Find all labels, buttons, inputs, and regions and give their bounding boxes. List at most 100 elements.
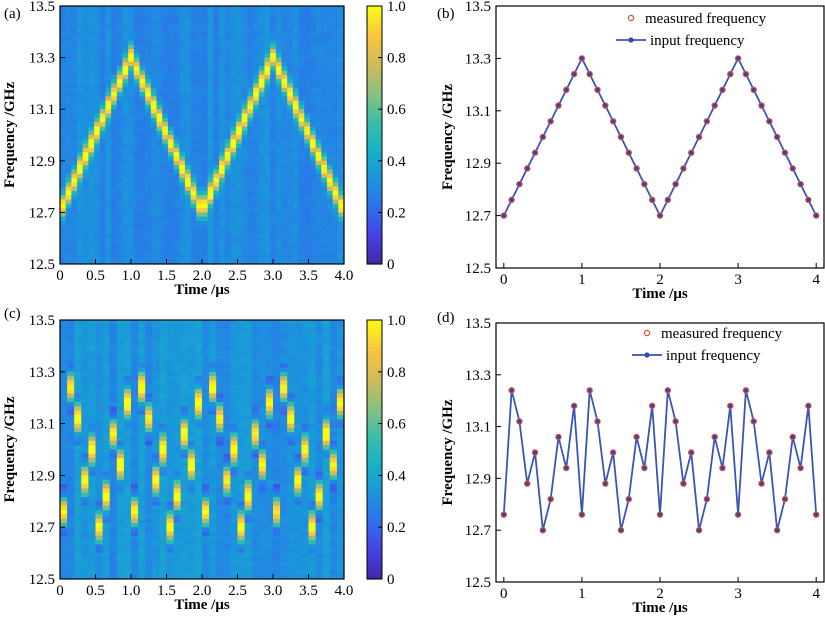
heatmap-cell — [264, 255, 271, 261]
heatmap-cell — [270, 126, 277, 132]
heatmap-cell — [111, 122, 118, 127]
heatmap-cell — [304, 199, 311, 205]
heatmap-cell — [60, 165, 67, 170]
heatmap-cell — [315, 182, 322, 188]
heatmap-cell — [321, 199, 328, 205]
heatmap-cell — [258, 100, 265, 106]
heatmap-cell — [287, 169, 294, 175]
heatmap-cell — [315, 122, 322, 127]
heatmap-cell — [95, 496, 104, 502]
heatmap-cell — [187, 363, 196, 368]
heatmap-cell — [116, 345, 125, 351]
input-frequency-point — [618, 134, 624, 140]
heatmap-cell — [196, 70, 203, 76]
heatmap-cell — [202, 514, 210, 520]
heatmap-cell — [216, 492, 224, 498]
heatmap-cell — [74, 518, 82, 524]
heatmap-cell — [332, 173, 339, 179]
heatmap-cell — [82, 74, 89, 80]
heatmap-cell — [264, 130, 271, 136]
heatmap-cell — [315, 190, 322, 196]
heatmap-cell — [326, 10, 334, 16]
heatmap-cell — [224, 92, 231, 97]
heatmap-cell — [162, 70, 169, 76]
heatmap-cell — [253, 31, 260, 37]
heatmap-cell — [167, 186, 175, 192]
heatmap-cell — [264, 57, 271, 63]
heatmap-cell — [111, 199, 118, 205]
heatmap-cell — [173, 462, 182, 468]
heatmap-cell — [202, 53, 209, 59]
heatmap-cell — [292, 130, 300, 136]
heatmap-cell — [179, 49, 186, 54]
heatmap-cell — [202, 449, 210, 455]
heatmap-cell — [152, 367, 160, 373]
heatmap-cell — [247, 169, 254, 175]
heatmap-cell — [258, 255, 265, 261]
heatmap-cell — [281, 104, 288, 110]
heatmap-cell — [173, 393, 182, 399]
heatmap-cell — [60, 23, 67, 28]
heatmap-cell — [253, 100, 260, 106]
heatmap-cell — [332, 143, 339, 149]
heatmap-cell — [173, 57, 180, 63]
heatmap-cell — [304, 92, 311, 97]
heatmap-cell — [264, 61, 271, 67]
heatmap-cell — [102, 475, 111, 481]
heatmap-cell — [230, 53, 237, 59]
heatmap-cell — [74, 367, 82, 373]
colorbar-segment — [367, 44, 382, 50]
heatmap-cell — [224, 113, 231, 119]
heatmap-cell — [216, 505, 224, 511]
heatmap-cell — [190, 61, 197, 67]
heatmap-cell — [321, 57, 328, 63]
heatmap-cell — [111, 96, 118, 102]
heatmap-cell — [247, 233, 254, 239]
heatmap-cell — [139, 10, 146, 16]
heatmap-cell — [190, 135, 197, 140]
heatmap-cell — [230, 397, 238, 403]
heatmap-cell — [109, 328, 118, 334]
heatmap-cell — [207, 199, 214, 205]
heatmap-cell — [219, 36, 226, 41]
heatmap-cell — [105, 229, 112, 235]
heatmap-cell — [116, 406, 125, 412]
heatmap-cell — [326, 160, 334, 166]
heatmap-cell — [251, 371, 260, 377]
heatmap-cell — [99, 165, 106, 170]
heatmap-cell — [202, 535, 210, 541]
heatmap-cell — [219, 23, 226, 28]
heatmap-cell — [304, 36, 311, 41]
heatmap-cell — [258, 57, 265, 63]
heatmap-cell — [67, 462, 75, 468]
heatmap-cell — [109, 557, 118, 563]
heatmap-cell — [202, 57, 209, 63]
colorbar-segment — [367, 117, 382, 123]
heatmap-cell — [275, 10, 283, 16]
heatmap-cell — [162, 233, 169, 239]
heatmap-cell — [207, 104, 214, 110]
heatmap-cell — [223, 358, 231, 364]
heatmap-cell — [230, 527, 238, 533]
heatmap-cell — [332, 242, 339, 248]
heatmap-cell — [128, 44, 135, 50]
heatmap-cell — [60, 544, 68, 550]
heatmap-cell — [258, 337, 267, 343]
heatmap-cell — [65, 233, 72, 239]
heatmap-cell — [251, 406, 260, 412]
heatmap-cell — [224, 109, 231, 114]
heatmap-cell — [173, 165, 180, 170]
heatmap-cell — [287, 109, 294, 114]
measured-frequency-point — [781, 149, 789, 156]
heatmap-cell — [196, 87, 203, 93]
heatmap-cell — [241, 70, 248, 76]
heatmap-cell — [258, 389, 267, 394]
heatmap-cell — [166, 553, 175, 558]
heatmap-cell — [194, 341, 203, 347]
heatmap-cell — [95, 419, 104, 425]
heatmap-cell — [88, 126, 95, 132]
heatmap-cell — [275, 126, 283, 132]
heatmap-cell — [159, 466, 167, 472]
heatmap-cell — [173, 522, 182, 528]
heatmap-cell — [270, 251, 277, 256]
